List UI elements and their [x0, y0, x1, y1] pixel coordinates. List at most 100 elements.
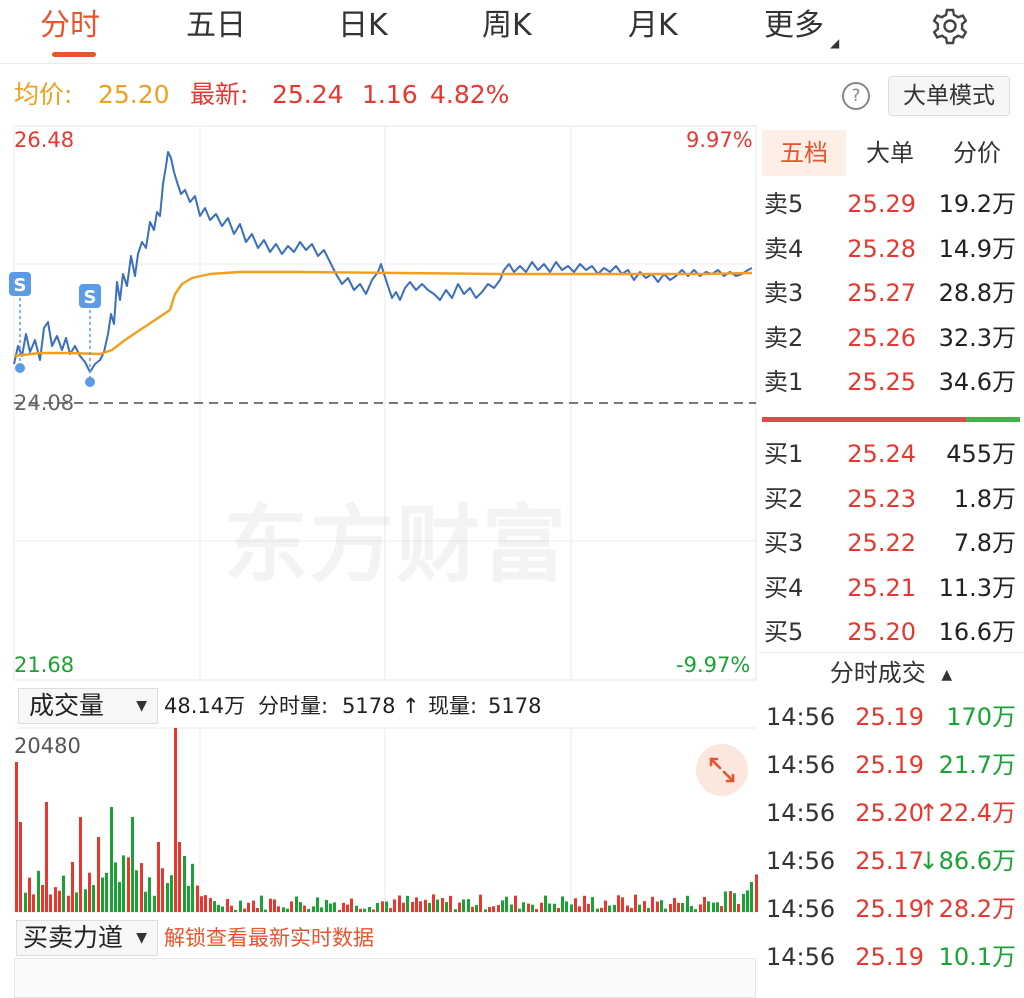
expand-button[interactable]	[696, 744, 748, 796]
trade-row: 14:56 25.19 ↑28.2万	[758, 886, 1024, 932]
volume-bar	[755, 874, 758, 912]
volume-bar	[441, 897, 444, 912]
trade-price: 25.19	[855, 943, 924, 971]
volume-bar	[234, 909, 237, 912]
price-line	[13, 151, 753, 373]
volume-bar	[591, 897, 594, 912]
intraday-chart: SS 26.48 9.97% 24.08 21.68 -9.97% 东方财富 2…	[0, 124, 758, 998]
volume-bar	[613, 904, 616, 912]
volume-bar	[578, 906, 581, 912]
volume-bar	[557, 907, 560, 912]
level-label: 卖3	[764, 279, 804, 307]
trade-price: 25.17	[855, 847, 924, 875]
tab-monthly-k[interactable]: 月K	[628, 8, 678, 43]
tab-five-day[interactable]: 五日	[186, 8, 246, 43]
volume-bar	[92, 885, 95, 912]
volume-bar	[178, 842, 181, 912]
volume-bar	[226, 899, 229, 912]
force-indicator-select[interactable]: 买卖力道 ▼	[16, 920, 158, 956]
tab-price-distribution[interactable]: 分价	[953, 139, 1001, 167]
tab-more[interactable]: 更多 ◢	[764, 6, 839, 63]
volume-bar	[630, 907, 633, 912]
big-order-mode-button[interactable]: 大单模式	[888, 76, 1010, 116]
level-volume: 28.8万	[938, 279, 1016, 307]
level-label: 卖5	[764, 190, 804, 218]
trade-detail-header[interactable]: 分时成交 ▲	[758, 652, 1024, 692]
volume-bar	[256, 907, 259, 912]
volume-bar	[295, 896, 298, 912]
signal-marker-label: S	[14, 275, 27, 296]
tab-more-label: 更多	[764, 8, 824, 43]
volume-bar	[389, 908, 392, 912]
level-price: 25.26	[847, 323, 916, 352]
volume-bar	[458, 902, 461, 912]
level-price: 25.21	[847, 573, 916, 602]
volume-bar	[462, 899, 465, 912]
level-label: 卖1	[764, 368, 804, 396]
panel-tabs: 五档 大单 分价	[758, 130, 1024, 176]
volume-bar	[716, 902, 719, 912]
volume-bar	[565, 901, 568, 912]
average-price-line	[13, 270, 753, 358]
volume-bar	[634, 894, 637, 912]
tab-intraday[interactable]: 分时	[40, 8, 100, 43]
volume-bar	[660, 900, 663, 912]
buy-ratio-fill	[762, 417, 966, 422]
volume-bar	[183, 856, 186, 912]
volume-bar	[596, 908, 599, 912]
volume-bar	[626, 905, 629, 912]
volume-bar	[651, 896, 654, 912]
force-chart-area	[14, 958, 756, 998]
volume-bar	[501, 900, 504, 912]
volume-bar	[19, 822, 22, 912]
tab-big-orders[interactable]: 大单	[866, 139, 914, 167]
latest-price-value: 25.24	[272, 80, 344, 109]
volume-bar	[329, 903, 332, 912]
trade-volume-value: 21.7万	[938, 751, 1016, 779]
volume-bar	[402, 902, 405, 912]
volume-bar	[750, 882, 753, 912]
tab-five-levels[interactable]: 五档	[762, 130, 846, 176]
tab-weekly-k[interactable]: 周K	[482, 8, 532, 43]
volume-bar	[475, 904, 478, 912]
active-tab-indicator	[52, 52, 96, 57]
trade-volume: ↑28.2万	[918, 886, 1016, 932]
volume-max-label: 20480	[14, 734, 81, 758]
volume-bar	[677, 902, 680, 912]
trade-volume-value: 86.6万	[938, 847, 1016, 875]
total-volume: 48.14万	[164, 694, 246, 718]
volume-bar	[140, 863, 143, 912]
avg-price-value: 25.20	[98, 80, 170, 109]
volume-bar	[174, 728, 177, 912]
volume-bar	[45, 802, 48, 912]
volume-bar	[338, 909, 341, 912]
volume-bar	[37, 870, 40, 912]
help-icon[interactable]: ?	[842, 82, 870, 110]
volume-bar	[325, 900, 328, 912]
volume-indicator-select[interactable]: 成交量 ▼	[18, 688, 158, 724]
order-level-row: 卖5 25.29 19.2万	[758, 182, 1024, 226]
volume-bar	[166, 883, 169, 912]
current-volume-value: 5178	[488, 694, 542, 718]
volume-bar	[694, 909, 697, 912]
trade-time: 14:56	[766, 799, 836, 827]
signal-marker-icon	[79, 284, 101, 308]
y-axis-min-label: 21.68	[14, 653, 75, 677]
signal-marker-label: S	[84, 287, 97, 308]
volume-bar	[28, 877, 31, 912]
triangle-up-icon: ▲	[941, 667, 953, 683]
level-volume: 1.8万	[953, 484, 1016, 513]
volume-bar	[368, 907, 371, 912]
order-level-row: 卖3 25.27 28.8万	[758, 271, 1024, 315]
trade-row: 14:56 25.19 10.1万	[758, 934, 1024, 980]
expand-icon	[709, 757, 735, 783]
price-change-pct: 4.82%	[430, 80, 510, 109]
gear-icon[interactable]	[930, 6, 970, 46]
signal-marker-dot	[15, 363, 25, 373]
volume-bar	[75, 892, 78, 912]
minute-volume-value: 5178	[342, 694, 396, 718]
unlock-realtime-link[interactable]: 解锁查看最新实时数据	[164, 926, 374, 950]
tab-daily-k[interactable]: 日K	[338, 8, 388, 43]
volume-bar	[114, 862, 117, 912]
volume-bar	[62, 875, 65, 912]
